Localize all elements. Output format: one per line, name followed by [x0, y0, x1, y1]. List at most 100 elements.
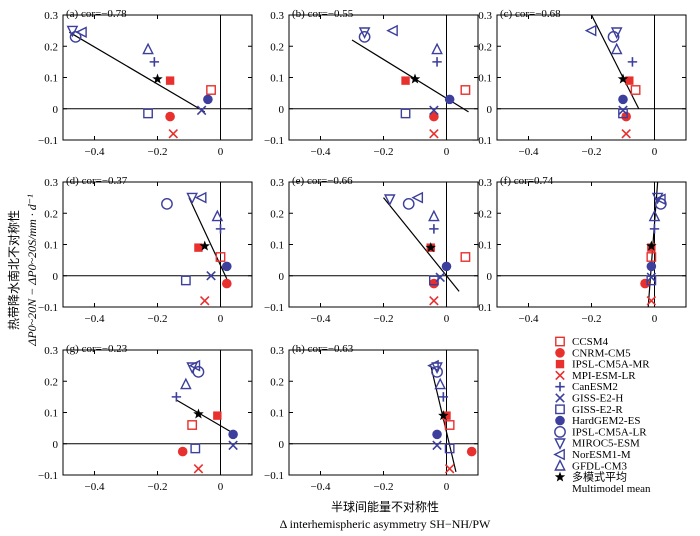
point-gfdl-cm3	[142, 42, 154, 55]
point-canesm2	[215, 224, 226, 234]
point-ccsm4	[215, 252, 226, 262]
point-multimodel-mean	[617, 73, 629, 84]
point-giss-e2-r	[180, 275, 191, 286]
point-mpi-esm-lr	[646, 295, 657, 306]
y-tick-label: 0.2	[478, 208, 492, 220]
point-ipsl-cm5a-mr	[625, 76, 634, 85]
point-giss-e2-h	[196, 105, 207, 116]
legend-marker-tri-left-open	[553, 448, 565, 461]
point-ipsl-cm5a-lr	[431, 365, 443, 378]
point-giss-e2-r	[143, 108, 153, 119]
x-tick-label: −0.4	[311, 481, 331, 493]
panel-title: (f) cor=0.74	[500, 175, 554, 187]
point-miroc5-esm	[358, 27, 371, 39]
point-ipsl-cm5a-lr	[654, 197, 667, 210]
legend-marker	[555, 370, 565, 381]
y-tick-label: −0.1	[264, 302, 284, 314]
legend-label: Multimodel mean	[572, 483, 651, 495]
point-giss-e2-r	[646, 275, 657, 286]
point-cnrm-cm5	[222, 278, 232, 289]
x-tick-label: 0	[444, 313, 450, 325]
x-tick-label: −0.2	[148, 313, 168, 325]
legend-label: CCSM4	[572, 336, 609, 348]
panel-title: (h) cor=−0.63	[292, 343, 354, 355]
y-tick-label: 0	[279, 104, 285, 116]
point-mpi-esm-lr	[429, 295, 439, 306]
point-cnrm-cm5	[621, 111, 631, 122]
point-mpi-esm-lr	[444, 463, 455, 474]
data-marks	[640, 182, 667, 307]
legend-marker	[555, 415, 565, 426]
legend-label: MPI-ESM-LR	[572, 370, 636, 382]
data-marks	[383, 191, 471, 306]
panel-title: (e) cor=−0.66	[292, 175, 353, 187]
point-noresm1-m	[411, 191, 424, 204]
point-noresm1-m	[194, 191, 207, 204]
point-miroc5-esm	[651, 192, 664, 205]
point-giss-e2-h	[429, 105, 439, 116]
point-giss-e2-h	[432, 440, 442, 451]
y-tick-label: 0.1	[270, 408, 284, 420]
point-ccsm4	[187, 420, 198, 430]
point-noresm1-m	[386, 24, 398, 37]
point-gfdl-cm3	[428, 209, 440, 222]
point-ipsl-cm5a-mr	[194, 243, 203, 252]
point-noresm1-m	[188, 359, 201, 372]
legend-label: 多模式平均	[572, 470, 627, 484]
y-tick-label: −0.1	[264, 470, 284, 482]
x-tick-label: −0.2	[374, 481, 394, 493]
y-tick-label: 0.3	[270, 177, 284, 189]
x-tick-label: −0.4	[85, 313, 105, 325]
point-noresm1-m	[427, 359, 439, 372]
legend-label: NorESM1-M	[572, 449, 631, 461]
point-ipsl-cm5a-mr	[442, 411, 451, 420]
legend-marker	[555, 348, 565, 358]
point-ipsl-cm5a-lr	[161, 197, 173, 210]
y-tick-label: 0.2	[44, 376, 58, 388]
x-tick-label: −0.4	[311, 313, 331, 325]
x-axis-title-cn: 半球间能量不对称性	[331, 500, 439, 514]
y-tick-label: 0	[53, 104, 59, 116]
point-ipsl-cm5a-lr	[69, 30, 82, 43]
panel-title: (c) cor=−0.68	[500, 8, 561, 20]
point-mpi-esm-lr	[168, 128, 179, 139]
point-canesm2	[627, 57, 638, 67]
point-cnrm-cm5	[466, 446, 477, 457]
point-canesm2	[429, 224, 439, 234]
point-ipsl-cm5a-lr	[358, 30, 371, 43]
legend-marker	[555, 336, 565, 347]
legend-marker-tri-up-open	[554, 459, 566, 471]
point-hardgem2-es	[203, 94, 213, 105]
point-ccsm4	[630, 85, 641, 95]
y-tick-label: −0.1	[38, 470, 58, 482]
legend-marker	[555, 393, 565, 403]
x-tick-label: 0	[652, 146, 658, 158]
point-multimodel-mean	[646, 240, 657, 251]
point-hardgem2-es	[228, 429, 238, 440]
panel-title: (d) cor=−0.37	[66, 175, 128, 187]
y-tick-label: 0.1	[478, 73, 492, 85]
point-miroc5-esm	[66, 25, 79, 38]
legend-label: IPSL-CM5A-MR	[572, 359, 650, 371]
point-cnrm-cm5	[165, 111, 175, 122]
x-tick-label: −0.2	[582, 146, 602, 158]
x-tick-label: −0.4	[85, 146, 105, 158]
y-tick-label: 0.2	[44, 41, 58, 53]
legend-marker	[553, 448, 565, 461]
point-noresm1-m	[654, 193, 666, 206]
panel-title: (b) cor=−0.55	[292, 8, 354, 20]
y-tick-label: 0.1	[270, 240, 284, 252]
point-giss-e2-h	[435, 272, 445, 283]
legend-marker-x	[555, 393, 565, 403]
legend-label: IPSL-CM5A-LR	[572, 426, 647, 438]
panel-frame	[62, 349, 253, 476]
point-gfdl-cm3	[211, 209, 224, 222]
point-canesm2	[149, 57, 160, 67]
y-tick-label: 0.3	[478, 10, 492, 22]
legend-label: CNRM-CM5	[572, 347, 631, 359]
panels-group: −0.100.10.20.3−0.4 −0.2 0(a) cor=−0.78−0.1…	[38, 8, 687, 493]
point-multimodel-mean	[425, 242, 436, 253]
legend-marker-plus	[555, 382, 565, 392]
x-tick-label: −0.2	[374, 146, 394, 158]
x-tick-label: 0	[218, 146, 224, 158]
